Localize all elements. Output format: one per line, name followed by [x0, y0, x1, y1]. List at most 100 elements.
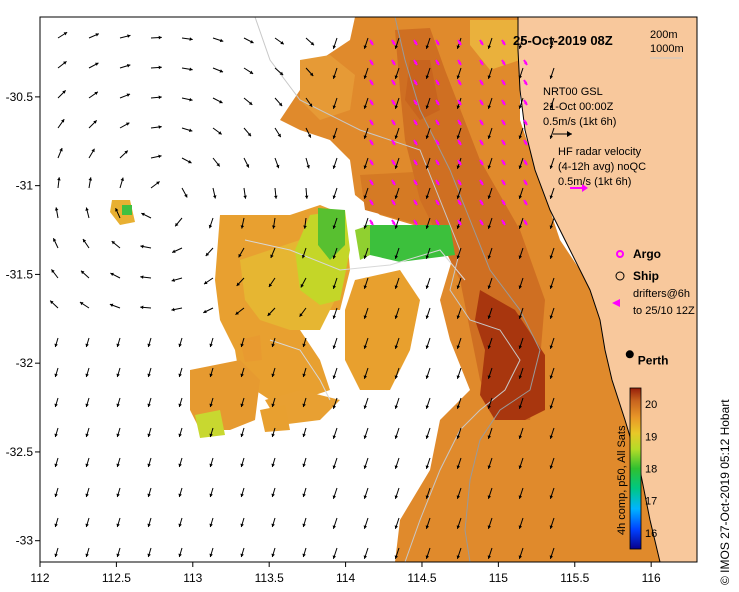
hf-arrow-head: [501, 181, 505, 185]
model-arrow-head: [363, 105, 368, 109]
model-arrow-head: [85, 373, 89, 377]
model-arrow-head: [59, 148, 63, 152]
model-arrow-head: [456, 195, 461, 199]
model-arrow-head: [209, 523, 213, 527]
model-arrow-head: [518, 45, 523, 49]
plot-frame: [39, 16, 698, 563]
model-arrow-head: [53, 238, 57, 242]
hf-arrow-head: [457, 81, 461, 85]
y-tick-label: -33: [16, 534, 34, 548]
model-arrow-head: [518, 165, 523, 169]
model-arrow-head: [487, 315, 492, 319]
x-tick-label: 115.5: [560, 571, 589, 585]
hf-scale-arrowhead: [582, 184, 588, 192]
model-arrow-head: [487, 165, 492, 169]
colorbar-tick-label: 18: [645, 464, 657, 476]
hf-arrow-head: [435, 101, 439, 105]
model-arrow-head: [456, 45, 461, 49]
model-arrow-head: [272, 225, 276, 229]
model-arrow-head: [219, 69, 224, 73]
model-arrow-head: [271, 433, 275, 437]
model-arrow-head: [549, 165, 554, 169]
model-arrow-head: [425, 135, 430, 139]
colorbar-ticks: 20 19 18 17 16: [645, 399, 657, 540]
hf-arrow-head: [391, 181, 395, 185]
model-arrow-head: [394, 105, 399, 109]
model-arrow-head: [91, 148, 95, 153]
model-arrow-head: [425, 225, 430, 229]
model-arrow-head: [240, 433, 244, 437]
hf-arrow-head: [523, 161, 527, 165]
drifter-marker-icon: [612, 299, 620, 307]
model-arrow-head: [425, 255, 430, 259]
model-arrow-head: [300, 284, 304, 288]
hf-arrow-head: [523, 121, 527, 125]
model-arrow-head: [549, 105, 554, 109]
model-arrow-head: [54, 463, 58, 467]
x-axis: 112 112.5 113 113.5 114 114.5 115 115.5 116: [30, 562, 661, 585]
model-arrow-head: [184, 193, 188, 198]
model-arrow-head: [125, 122, 130, 126]
hf-legend-line3: 0.5m/s (1kt 6h): [558, 176, 631, 188]
model-arrow-head: [235, 311, 239, 315]
model-arrow-head: [247, 132, 252, 137]
model-arrow-head: [302, 343, 306, 347]
model-arrow-head: [549, 525, 554, 529]
model-arrow-head: [116, 433, 120, 437]
model-arrow-head: [156, 181, 160, 185]
model-arrow-head: [425, 465, 430, 469]
model-arrow-head: [456, 495, 461, 499]
model-arrow-head: [50, 300, 54, 304]
model-arrow-head: [116, 523, 120, 527]
hf-arrow-head: [391, 101, 395, 105]
hf-arrow-head: [435, 141, 439, 145]
model-arrow-head: [209, 493, 213, 497]
model-arrow-head: [147, 463, 151, 467]
hf-arrow-head: [457, 41, 461, 45]
model-arrow-head: [54, 207, 59, 211]
model-arrow-head: [280, 41, 284, 45]
model-arrow-head: [308, 103, 313, 107]
perth-label: Perth: [638, 353, 669, 367]
model-arrow-head: [332, 555, 337, 559]
model-arrow-head: [487, 195, 492, 199]
model-arrow-head: [79, 302, 84, 306]
model-arrow-head: [487, 105, 492, 109]
hf-arrow-head: [457, 201, 461, 205]
model-arrow-head: [63, 61, 67, 65]
hf-arrow-head: [523, 61, 527, 65]
model-arrow-head: [54, 493, 58, 497]
y-tick-label: -32.5: [6, 445, 34, 459]
model-arrow-head: [549, 375, 554, 379]
hf-arrow-head: [501, 101, 505, 105]
model-arrow-head: [487, 255, 492, 259]
model-arrow-head: [425, 375, 430, 379]
model-arrow-head: [178, 433, 182, 437]
model-arrow-head: [267, 312, 271, 316]
x-tick-label: 116: [642, 571, 661, 585]
x-tick-label: 112: [30, 571, 49, 585]
hf-arrow-head: [523, 221, 527, 225]
model-arrow-head: [85, 207, 89, 211]
model-arrow-head: [549, 255, 554, 259]
hf-arrow-head: [413, 201, 417, 205]
model-arrow-head: [332, 45, 337, 49]
model-arrow-head: [518, 525, 523, 529]
sst-field: [110, 17, 660, 562]
model-arrow-head: [189, 37, 193, 41]
model-arrow-head: [240, 493, 244, 497]
model-arrow-head: [171, 307, 175, 312]
model-arrow-head: [309, 72, 314, 77]
hf-arrow-head: [435, 221, 439, 225]
model-arrow-head: [54, 403, 58, 407]
model-arrow-head: [363, 495, 368, 499]
model-arrow-head: [518, 435, 523, 439]
hf-arrow-head: [435, 181, 439, 185]
model-arrow-head: [271, 553, 275, 557]
y-tick-label: -30.5: [6, 90, 34, 104]
model-arrow-head: [332, 495, 337, 499]
model-arrow-head: [115, 208, 119, 212]
model-arrow-head: [549, 495, 554, 499]
copyright-label: © IMOS 27-Oct-2019 05:12 Hobart: [718, 399, 732, 585]
hf-arrow-head: [479, 161, 483, 165]
